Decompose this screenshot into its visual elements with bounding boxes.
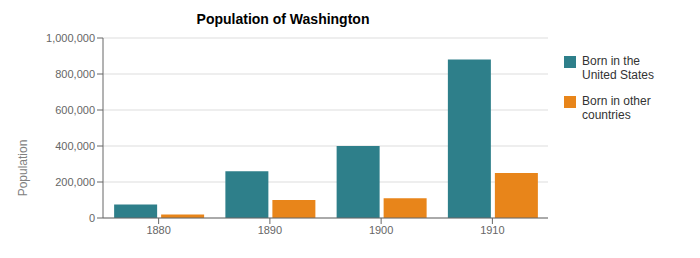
svg-text:Population: Population [16, 140, 30, 197]
svg-text:400,000: 400,000 [55, 140, 95, 152]
html-text:countries: countries [582, 108, 631, 122]
svg-text:1910: 1910 [480, 224, 504, 236]
html-text:Population of Washington: Population of Washington [196, 11, 370, 27]
html-text:Born in the: Born in the [582, 54, 640, 68]
svg-text:600,000: 600,000 [55, 104, 95, 116]
svg-text:1880: 1880 [146, 224, 170, 236]
svg-text:1,000,000: 1,000,000 [46, 32, 95, 44]
html-text:United States: United States [582, 68, 654, 82]
html-text:Born in other: Born in other [582, 94, 651, 108]
svg-text:1890: 1890 [258, 224, 282, 236]
svg-text:200,000: 200,000 [55, 176, 95, 188]
svg-text:1900: 1900 [369, 224, 393, 236]
svg-text:0: 0 [89, 212, 95, 224]
svg-text:800,000: 800,000 [55, 68, 95, 80]
